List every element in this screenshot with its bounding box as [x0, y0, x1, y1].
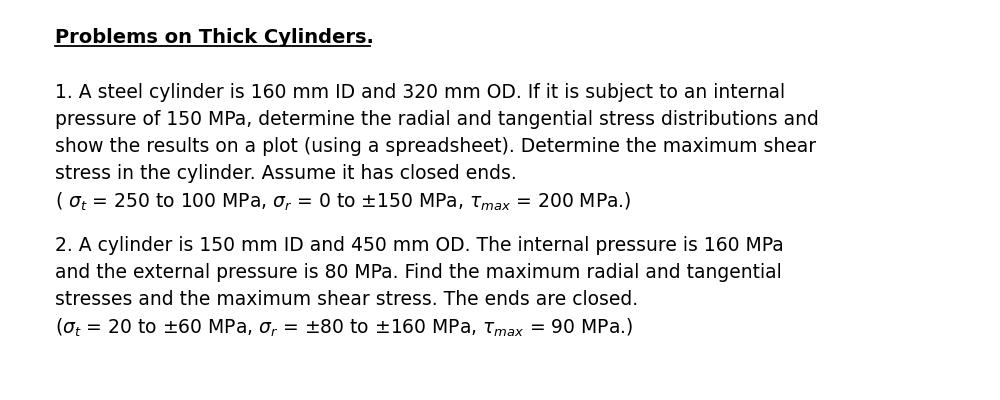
Text: stress in the cylinder. Assume it has closed ends.: stress in the cylinder. Assume it has cl… [55, 164, 517, 183]
Text: 2. A cylinder is 150 mm ID and 450 mm OD. The internal pressure is 160 MPa: 2. A cylinder is 150 mm ID and 450 mm OD… [55, 236, 784, 255]
Text: Problems on Thick Cylinders.: Problems on Thick Cylinders. [55, 28, 374, 47]
Text: pressure of 150 MPa, determine the radial and tangential stress distributions an: pressure of 150 MPa, determine the radia… [55, 110, 819, 129]
Text: ($\sigma_t$ = 20 to $\pm$60 MPa, $\sigma_r$ = $\pm$80 to $\pm$160 MPa, $\tau_{ma: ($\sigma_t$ = 20 to $\pm$60 MPa, $\sigma… [55, 317, 633, 339]
Text: and the external pressure is 80 MPa. Find the maximum radial and tangential: and the external pressure is 80 MPa. Fin… [55, 263, 782, 282]
Text: ( $\sigma_t$ = 250 to 100 MPa, $\sigma_r$ = 0 to $\pm$150 MPa, $\tau_{max}$ = 20: ( $\sigma_t$ = 250 to 100 MPa, $\sigma_r… [55, 191, 632, 213]
Text: stresses and the maximum shear stress. The ends are closed.: stresses and the maximum shear stress. T… [55, 290, 638, 309]
Text: 1. A steel cylinder is 160 mm ID and 320 mm OD. If it is subject to an internal: 1. A steel cylinder is 160 mm ID and 320… [55, 83, 785, 102]
Text: show the results on a plot (using a spreadsheet). Determine the maximum shear: show the results on a plot (using a spre… [55, 137, 816, 156]
